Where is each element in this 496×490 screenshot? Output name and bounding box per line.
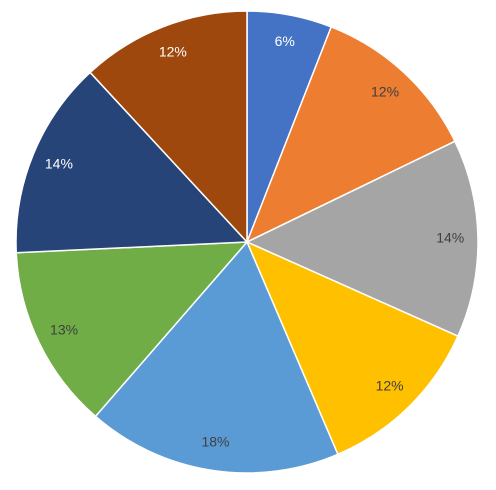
pie-slice bbox=[15, 71, 249, 254]
pie-slice bbox=[245, 140, 479, 338]
data-label: 12% bbox=[159, 43, 187, 59]
pie-slice bbox=[15, 241, 249, 418]
pie-slice bbox=[94, 240, 339, 474]
pie-slice bbox=[245, 240, 459, 456]
data-label: 18% bbox=[201, 434, 229, 450]
pie-slice bbox=[89, 10, 248, 244]
pie-slice bbox=[245, 25, 456, 244]
data-label: 6% bbox=[275, 33, 295, 49]
data-label: 14% bbox=[436, 230, 464, 246]
data-label: 13% bbox=[50, 321, 78, 337]
data-label: 12% bbox=[371, 83, 399, 99]
data-label: 12% bbox=[376, 378, 404, 394]
data-label: 14% bbox=[45, 156, 73, 172]
